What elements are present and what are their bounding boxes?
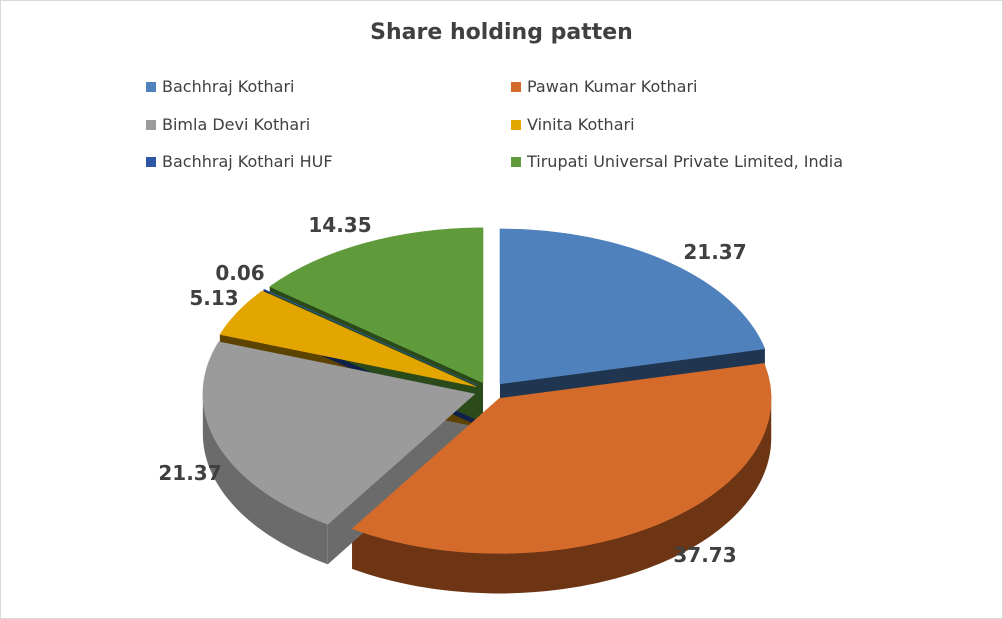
data-label: 14.35 [308, 213, 371, 237]
legend-item-tirupati-universal: Tirupati Universal Private Limited, Indi… [511, 152, 843, 171]
pie-slice [219, 290, 477, 387]
legend-swatch [146, 156, 156, 167]
legend-swatch [146, 119, 156, 130]
legend-label: Tirupati Universal Private Limited, Indi… [527, 152, 844, 171]
data-label: 37.73 [673, 543, 736, 567]
legend-item-pawan-kumar-kothari: Pawan Kumar Kothari [511, 77, 697, 96]
pie-slice-side [202, 393, 328, 565]
chart-title: Share holding patten [370, 20, 633, 45]
pie-slice [269, 227, 484, 384]
data-label: 0.06 [215, 261, 264, 285]
legend-item-bachhraj-kothari: Bachhraj Kothari [146, 77, 295, 96]
legend-label: Bachhraj Kothari HUF [162, 152, 333, 171]
pie-slice [202, 341, 476, 525]
chart-legend: Bachhraj Kothari Pawan Kumar Kothari Bim… [0, 0, 1003, 180]
pie-slice [499, 228, 766, 385]
pie-slice [262, 288, 478, 386]
legend-swatch [511, 81, 521, 92]
data-label: 21.37 [683, 240, 746, 264]
legend-swatch [511, 119, 521, 130]
pie-slice [351, 363, 772, 554]
pie-slice-side [352, 398, 772, 594]
legend-item-bimla-devi-kothari: Bimla Devi Kothari [146, 115, 310, 134]
data-label: 5.13 [189, 286, 238, 310]
legend-item-bachhraj-kothari-huf: Bachhraj Kothari HUF [146, 152, 333, 171]
legend-label: Vinita Kothari [527, 115, 635, 134]
legend-swatch [146, 81, 156, 92]
data-label: 21.37 [158, 461, 221, 485]
legend-label: Pawan Kumar Kothari [527, 77, 698, 96]
legend-item-vinita-kothari: Vinita Kothari [511, 115, 635, 134]
legend-swatch [511, 156, 521, 167]
legend-label: Bimla Devi Kothari [162, 115, 311, 134]
legend-label: Bachhraj Kothari [162, 77, 295, 96]
